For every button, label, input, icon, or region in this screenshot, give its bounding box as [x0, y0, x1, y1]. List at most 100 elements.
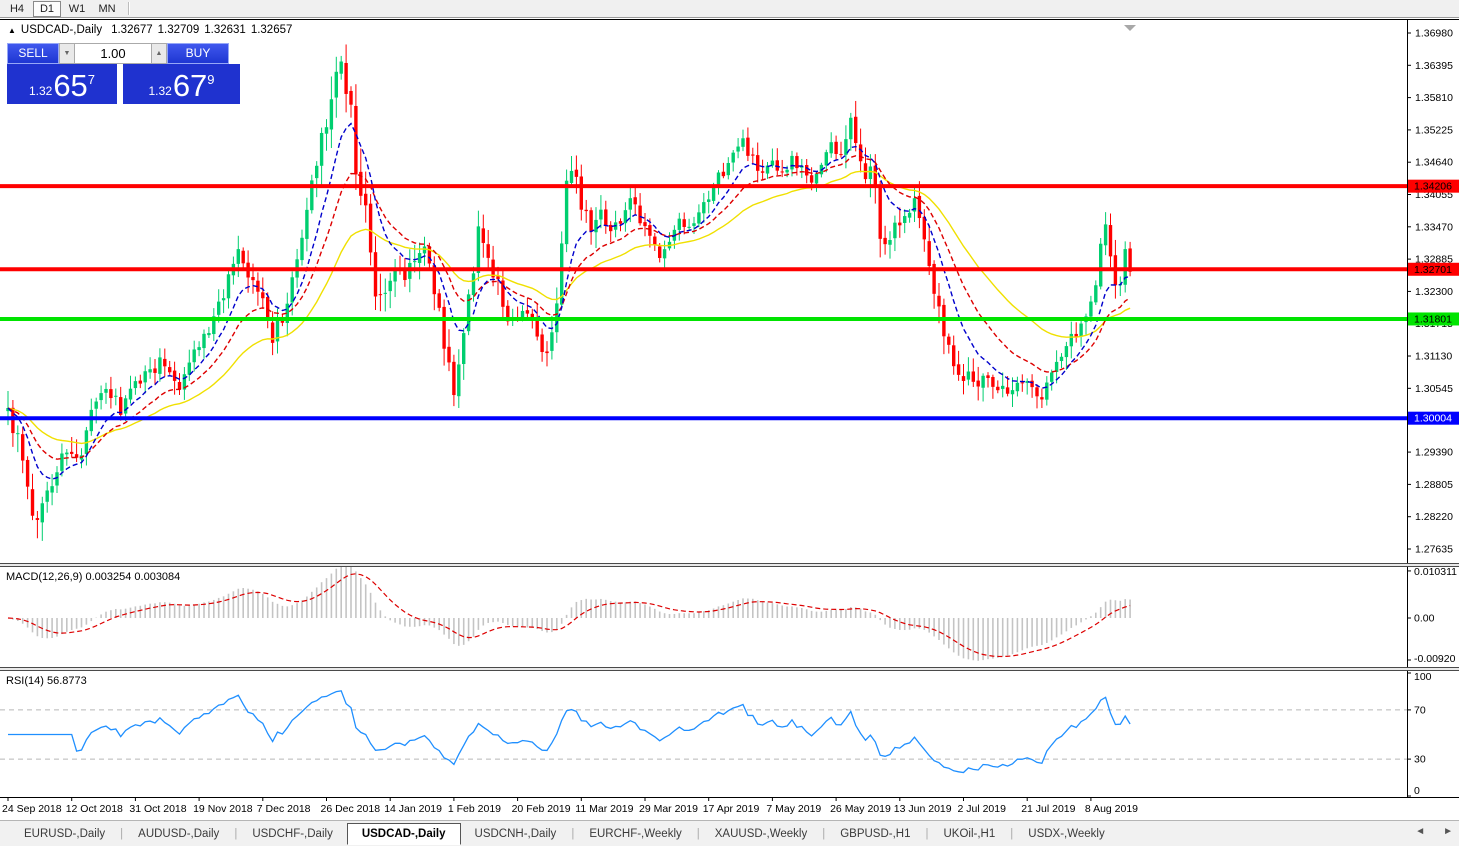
hline-price-tag-label: 1.31801 — [1414, 313, 1452, 325]
buy-price-display[interactable]: 1.32 67 9 — [123, 64, 240, 104]
date-label: 7 May 2019 — [766, 803, 821, 815]
tab-separator: | — [925, 827, 929, 840]
price-chart[interactable]: 1.369801.363951.358101.352251.346401.340… — [0, 19, 1459, 563]
hline-price-tag — [1408, 312, 1459, 326]
sell-button[interactable]: SELL — [7, 43, 59, 64]
panel-splitter[interactable] — [0, 563, 1459, 567]
date-label: 31 Oct 2018 — [129, 803, 186, 815]
timeframe-toolbar: H4 D1 W1 MN — [0, 0, 1459, 18]
date-label: 17 Apr 2019 — [703, 803, 760, 815]
date-label: 29 Mar 2019 — [639, 803, 698, 815]
chevron-down-icon: ▼ — [63, 50, 71, 57]
tab-eurchf-weekly[interactable]: EURCHF-,Weekly — [589, 827, 682, 840]
tab-usdchf-daily[interactable]: USDCHF-,Daily — [252, 827, 333, 840]
sell-price-display[interactable]: 1.32 65 7 — [7, 64, 117, 104]
date-axis: 24 Sep 2018 12 Oct 2018 31 Oct 2018 19 Nov … — [0, 797, 1459, 820]
date-label: 13 Jun 2019 — [894, 803, 952, 815]
tab-scroll-right-icon[interactable]: ► — [1443, 826, 1453, 837]
tab-eurusd-daily[interactable]: EURUSD-,Daily — [24, 827, 106, 840]
date-label: 1 Feb 2019 — [448, 803, 501, 815]
date-label: 8 Aug 2019 — [1085, 803, 1138, 815]
volume-decrease-button[interactable]: ▼ — [59, 43, 75, 64]
price-chart-panel[interactable]: 1.36980 1.36395 1.35810 1.35225 1.34640 1.340… — [0, 19, 1459, 563]
date-label: 20 Feb 2019 — [512, 803, 571, 815]
buy-price-sup: 9 — [207, 72, 215, 87]
collapse-icon[interactable]: ▲ — [8, 25, 16, 35]
macd-chart[interactable]: 0.010311 0.00 -0.00920 — [0, 567, 1459, 667]
panel-splitter[interactable] — [0, 667, 1459, 671]
buy-button[interactable]: BUY — [167, 43, 229, 64]
buy-price-big: 67 — [172, 68, 208, 103]
rsi-axis-tick: 30 — [1414, 754, 1426, 766]
tab-separator: | — [120, 827, 124, 840]
tab-separator: | — [696, 827, 700, 840]
quote-high: 1.32709 — [157, 24, 200, 36]
tab-usdx-weekly[interactable]: USDX-,Weekly — [1028, 827, 1105, 840]
ma-slow-line — [7, 170, 1131, 445]
quote-open: 1.32677 — [111, 24, 153, 36]
price-axis-ticks: 1.369801.363951.358101.352251.346401.340… — [1407, 28, 1453, 556]
timeframe-button-w1[interactable]: W1 — [68, 2, 86, 15]
timeframe-button-h4[interactable]: H4 — [9, 2, 25, 15]
date-axis-canvas: 24 Sep 2018 12 Oct 2018 31 Oct 2018 19 Nov … — [2, 798, 1138, 815]
svg-text:1.36980: 1.36980 — [1415, 28, 1453, 40]
svg-text:1.27635: 1.27635 — [1415, 544, 1453, 556]
candles — [6, 44, 1132, 541]
chart-tab-bar: EURUSD-,Daily | AUDUSD-,Daily | USDCHF-,Dail… — [0, 820, 1459, 846]
svg-text:1.35810: 1.35810 — [1415, 92, 1453, 104]
hline-price-tag — [1408, 262, 1459, 276]
date-label: 26 Dec 2018 — [321, 803, 381, 815]
svg-text:1.34640: 1.34640 — [1415, 157, 1453, 169]
tab-scroll-buttons: ◄ ► — [1415, 826, 1453, 837]
macd-axis-tick: 0.00 — [1414, 613, 1435, 625]
tab-scroll-left-icon[interactable]: ◄ — [1415, 826, 1426, 837]
rsi-axis-tick: 100 — [1414, 671, 1432, 683]
chart-header: ▲ USDCAD-,Daily 1.32677 1.32709 1.32631 … — [8, 24, 292, 36]
chart-shift-marker-icon[interactable] — [1124, 25, 1136, 31]
tab-ukoil-h1[interactable]: UKOil-,H1 — [943, 827, 996, 840]
ma-mid-line — [7, 155, 1131, 460]
tab-separator: | — [822, 827, 826, 840]
hline-price-tag-label: 1.32701 — [1414, 264, 1452, 276]
date-label: 7 Dec 2018 — [257, 803, 311, 815]
hline-price-tag — [1408, 179, 1459, 193]
svg-text:1.31130: 1.31130 — [1415, 351, 1452, 363]
rsi-chart[interactable]: 100 70 30 0 — [0, 671, 1459, 797]
volume-increase-button[interactable]: ▲ — [151, 43, 167, 64]
sell-price-prefix: 1.32 — [28, 84, 53, 98]
macd-signal-line — [7, 573, 1131, 658]
sell-price-sup: 7 — [87, 72, 96, 87]
tab-usdcad-daily[interactable]: USDCAD-,Daily — [346, 822, 461, 845]
quote-close: 1.32657 — [250, 24, 293, 36]
tab-separator: | — [234, 827, 238, 840]
volume-input[interactable] — [75, 43, 151, 64]
rsi-panel[interactable]: 100 70 30 0 RSI(14) 56.8773 — [0, 671, 1459, 797]
rsi-line — [8, 690, 1131, 774]
hline-price-tag-label: 1.34206 — [1414, 181, 1452, 193]
date-label: 24 Sep 2018 — [2, 803, 62, 815]
date-label: 11 Mar 2019 — [575, 803, 633, 815]
svg-text:1.32300: 1.32300 — [1415, 286, 1453, 298]
timeframe-button-d1[interactable]: D1 — [33, 0, 61, 17]
toolbar-separator — [128, 2, 130, 15]
tab-usdcnh-daily[interactable]: USDCNH-,Daily — [474, 827, 557, 840]
quote-low: 1.32631 — [204, 24, 246, 36]
tab-audusd-daily[interactable]: AUDUSD-,Daily — [138, 827, 220, 840]
one-click-trade-widget: SELL ▼ ▲ BUY 1.32 65 7 1.32 67 9 — [7, 43, 240, 105]
tab-separator: | — [1010, 827, 1014, 840]
svg-text:1.28805: 1.28805 — [1415, 479, 1453, 491]
svg-text:1.35225: 1.35225 — [1415, 124, 1453, 136]
date-label: 21 Jul 2019 — [1021, 803, 1075, 815]
rsi-label: RSI(14) 56.8773 — [6, 675, 87, 687]
chevron-up-icon: ▲ — [155, 50, 163, 57]
sell-price-big: 65 — [53, 68, 88, 103]
timeframe-button-mn[interactable]: MN — [98, 2, 116, 15]
date-label: 14 Jan 2019 — [384, 803, 442, 815]
tab-xauusd-weekly[interactable]: XAUUSD-,Weekly — [714, 827, 808, 840]
tab-gbpusd-h1[interactable]: GBPUSD-,H1 — [840, 827, 911, 840]
date-label: 26 May 2019 — [830, 803, 891, 815]
macd-label: MACD(12,26,9) 0.003254 0.003084 — [6, 571, 181, 583]
svg-text:1.28220: 1.28220 — [1415, 511, 1453, 523]
macd-panel[interactable]: 0.010311 0.00 -0.00920 MACD(12,26,9) 0.003… — [0, 567, 1459, 667]
